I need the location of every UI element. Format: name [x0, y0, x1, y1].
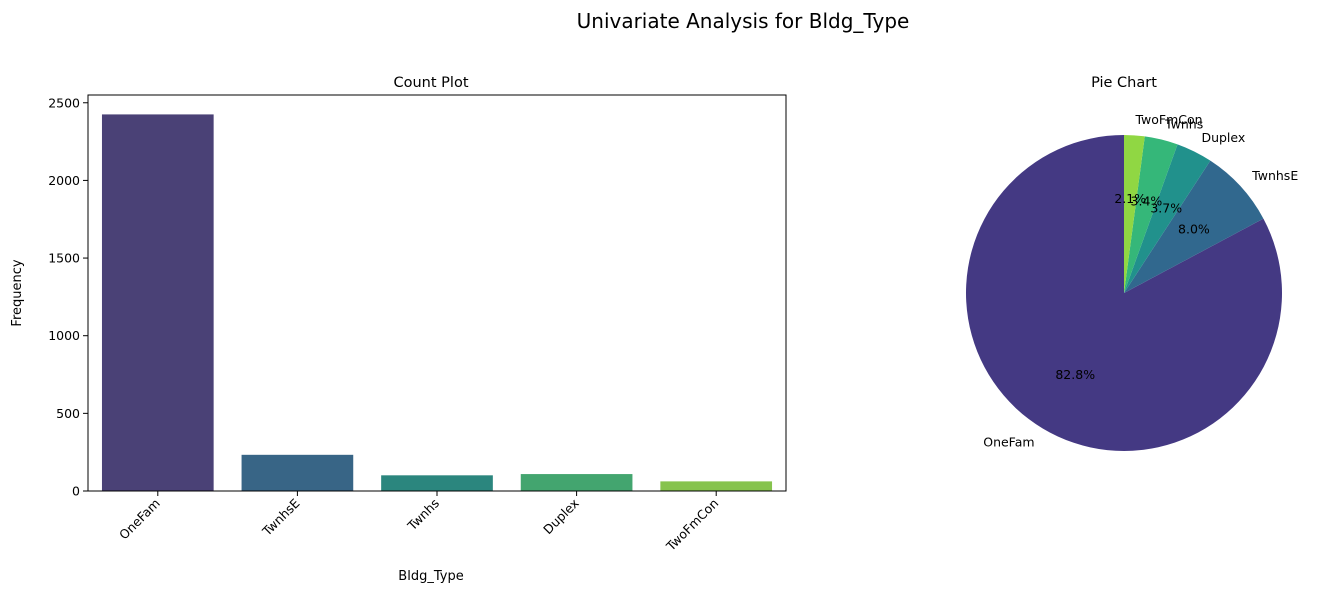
pie-percent-onefam: 82.8%	[1055, 367, 1095, 382]
pie-wedge-twnhse	[1124, 160, 1264, 293]
y-tick-label-1500: 1500	[48, 251, 80, 266]
count-plot-bars	[101, 114, 773, 491]
y-tick-label-0: 0	[72, 484, 80, 499]
count-plot-title: Count Plot	[394, 75, 469, 91]
figure-suptitle: Univariate Analysis for Bldg_Type	[577, 9, 910, 33]
pie-label-twofmcon: TwoFmCon	[1134, 112, 1202, 127]
pie-percent-duplex: 3.7%	[1150, 201, 1182, 216]
x-tick-label-onefam: OneFam	[116, 496, 163, 543]
y-tick-label-2500: 2500	[48, 95, 80, 110]
pie-label-twnhs: Twnhs	[1164, 117, 1203, 132]
pie-label-onefam: OneFam	[983, 435, 1034, 450]
bar-twnhse	[241, 454, 354, 491]
pie-wedge-twnhs	[1124, 136, 1178, 293]
pie-chart-title: Pie Chart	[1091, 75, 1157, 91]
y-tick-label-1000: 1000	[48, 328, 80, 343]
bar-twofmcon	[660, 481, 773, 491]
x-tick-label-twofmcon: TwoFmCon	[663, 496, 722, 555]
bar-onefam	[101, 114, 214, 491]
count-plot-x-axis-label: Bldg_Type	[398, 569, 463, 584]
pie-chart-panel: Pie Chart OneFam TwnhsE DuplexTwnhsTwoFmCo…	[966, 75, 1298, 452]
pie-percent-twofmcon: 2.1%	[1114, 191, 1146, 206]
pie-label-twnhse: TwnhsE	[1251, 168, 1298, 183]
pie-chart-wedges	[966, 135, 1282, 452]
pie-wedge-twofmcon	[1124, 135, 1145, 293]
bar-twnhs	[381, 475, 493, 491]
pie-chart-percent-labels: 82.8% 8.0% 3.7%3.4%2.1%	[1055, 191, 1210, 382]
y-tick-label-500: 500	[56, 406, 80, 421]
pie-wedge-duplex	[1124, 144, 1211, 293]
count-plot-panel: Count Plot 0 500 1000 1500 2000 2500 OneFam Tw…	[10, 75, 787, 584]
pie-wedge-onefam	[966, 135, 1282, 452]
x-tick-label-twnhs: Twnhs	[404, 496, 442, 534]
pie-percent-twnhs: 3.4%	[1131, 193, 1163, 208]
bar-duplex	[520, 474, 633, 491]
x-tick-label-duplex: Duplex	[540, 496, 582, 538]
count-plot-x-ticks: OneFam TwnhsE Twnhs Duplex TwoFmCon	[116, 491, 721, 554]
count-plot-y-ticks: 0 500 1000 1500 2000 2500	[48, 95, 88, 499]
count-plot-axes-frame	[87, 94, 787, 492]
x-tick-label-twnhse: TwnhsE	[259, 495, 303, 539]
pie-percent-twnhse: 8.0%	[1178, 221, 1210, 236]
pie-label-duplex: Duplex	[1201, 130, 1245, 145]
y-tick-label-2000: 2000	[48, 173, 80, 188]
count-plot-y-axis-label: Frequency	[10, 259, 25, 326]
